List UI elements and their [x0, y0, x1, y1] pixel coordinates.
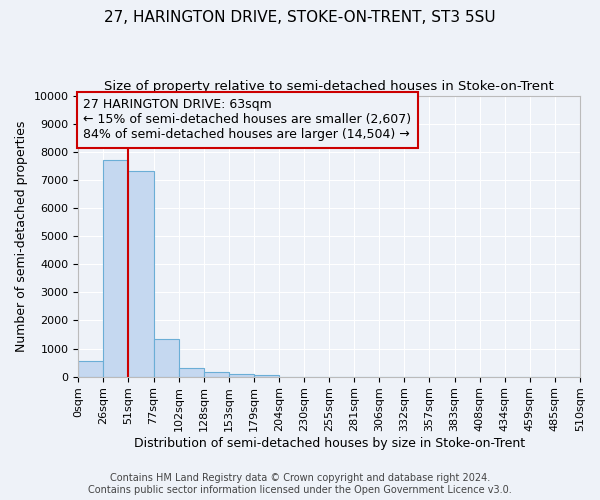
Text: Contains HM Land Registry data © Crown copyright and database right 2024.
Contai: Contains HM Land Registry data © Crown c… — [88, 474, 512, 495]
Y-axis label: Number of semi-detached properties: Number of semi-detached properties — [15, 120, 28, 352]
Text: 27, HARINGTON DRIVE, STOKE-ON-TRENT, ST3 5SU: 27, HARINGTON DRIVE, STOKE-ON-TRENT, ST3… — [104, 10, 496, 25]
X-axis label: Distribution of semi-detached houses by size in Stoke-on-Trent: Distribution of semi-detached houses by … — [134, 437, 525, 450]
Bar — [179, 368, 204, 376]
Bar — [78, 362, 103, 376]
Title: Size of property relative to semi-detached houses in Stoke-on-Trent: Size of property relative to semi-detach… — [104, 80, 554, 93]
Bar — [254, 375, 279, 376]
Bar — [229, 374, 254, 376]
Text: 27 HARINGTON DRIVE: 63sqm
← 15% of semi-detached houses are smaller (2,607)
84% : 27 HARINGTON DRIVE: 63sqm ← 15% of semi-… — [83, 98, 412, 142]
Bar — [154, 339, 179, 376]
Bar — [128, 172, 154, 376]
Bar — [204, 372, 229, 376]
Bar — [103, 160, 128, 376]
